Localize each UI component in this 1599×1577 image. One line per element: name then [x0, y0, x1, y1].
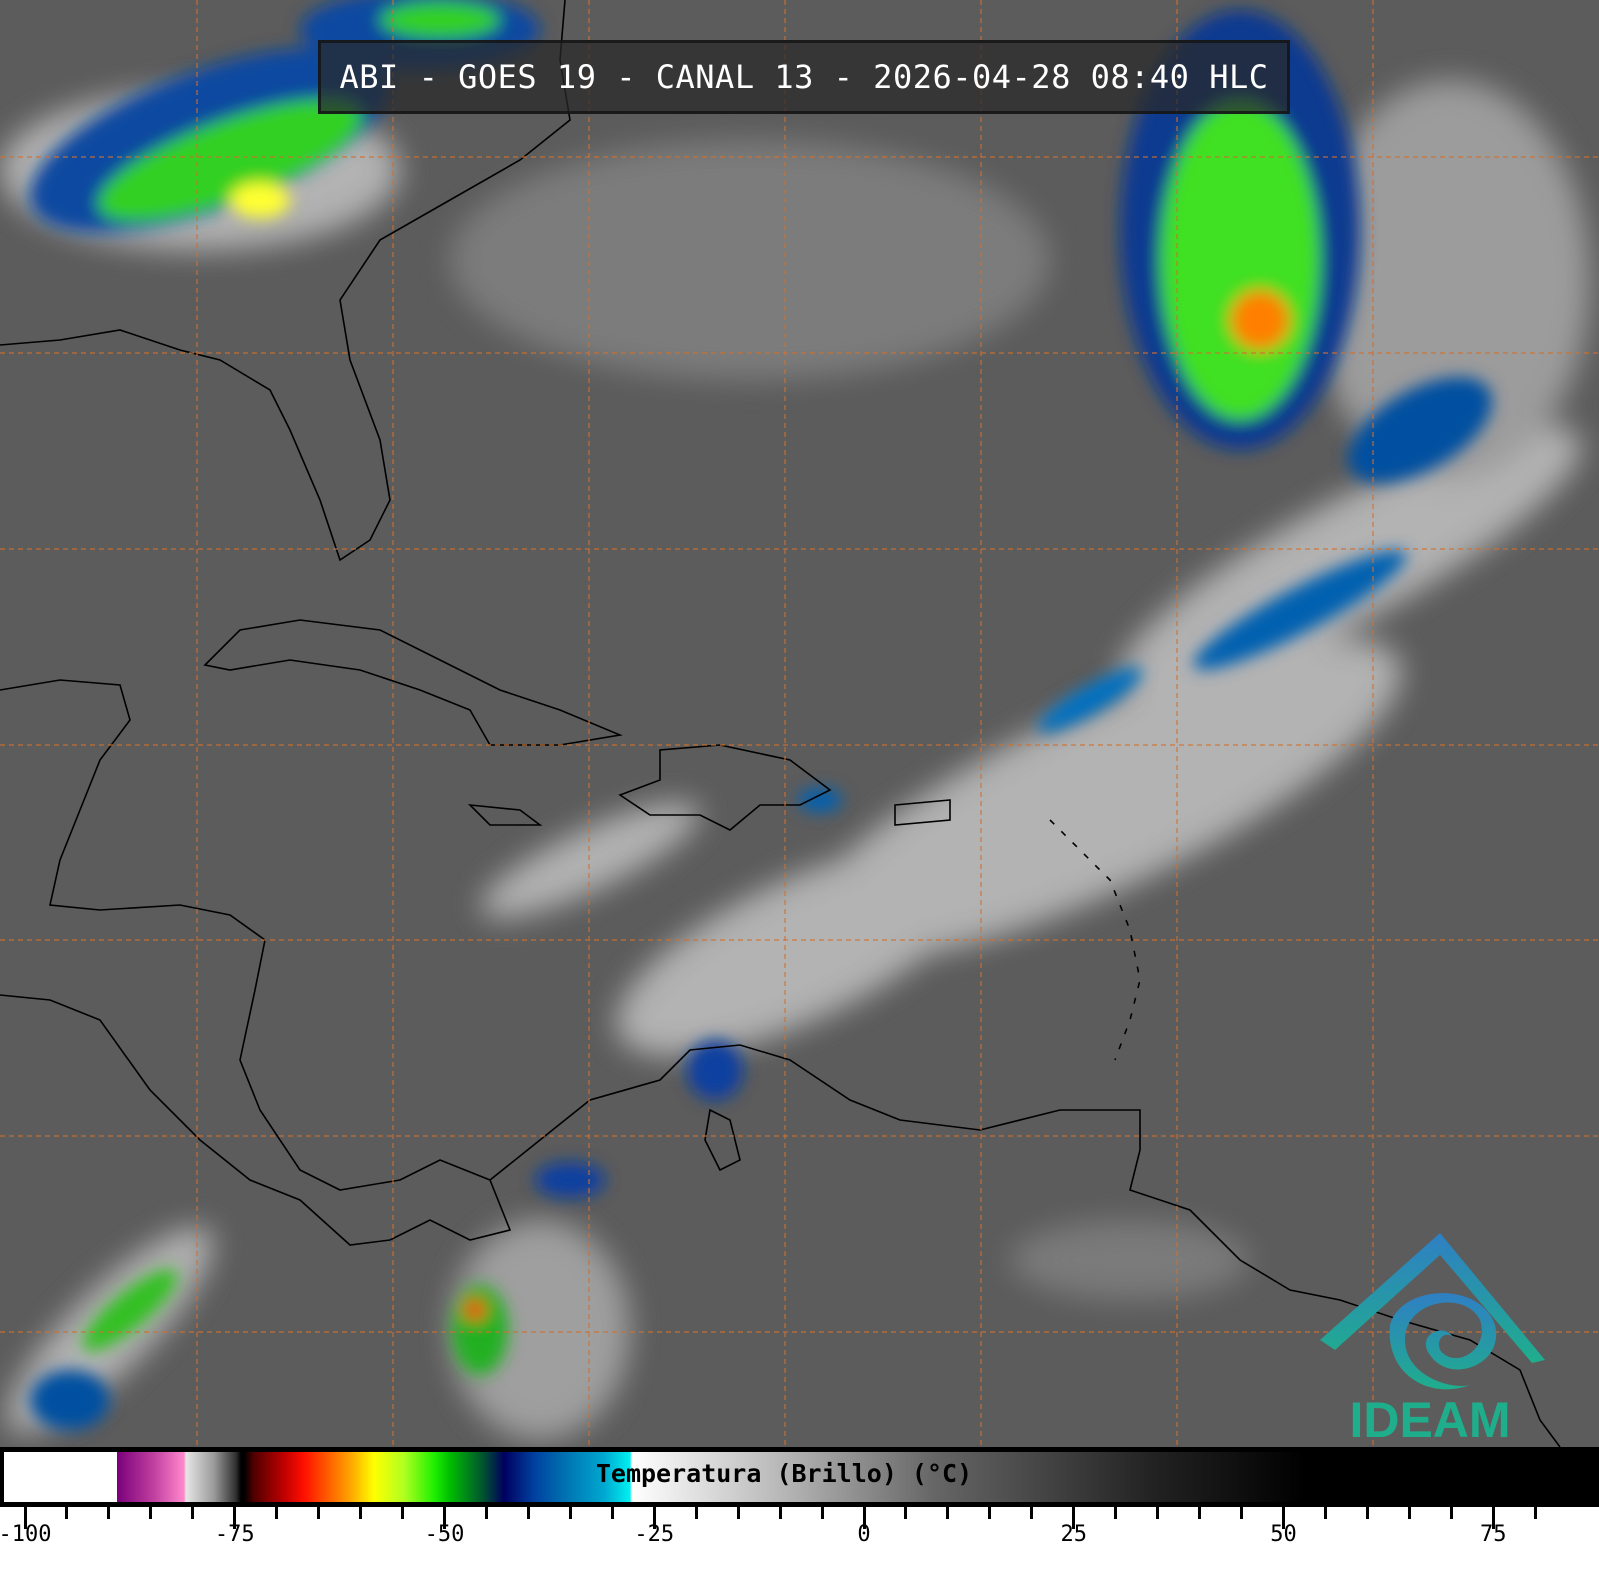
minor-tick — [1323, 1507, 1327, 1519]
minor-tick — [107, 1507, 111, 1519]
major-tick — [233, 1507, 237, 1529]
coast-cuba — [203, 619, 623, 746]
minor-tick — [317, 1507, 321, 1519]
coastlines — [0, 0, 1561, 1447]
major-tick — [23, 1507, 27, 1529]
minor-tick — [610, 1507, 614, 1519]
tick-label: -75 — [214, 1522, 255, 1547]
minor-tick — [946, 1507, 950, 1519]
coast-jamaica — [467, 803, 543, 826]
coast-south-america — [489, 1044, 1561, 1447]
major-tick — [652, 1507, 656, 1529]
tick-label: -25 — [634, 1522, 675, 1547]
ideam-logo: IDEAM — [1320, 1233, 1545, 1445]
tick-label: -100 — [0, 1522, 52, 1547]
minor-tick — [988, 1507, 992, 1519]
minor-tick — [1114, 1507, 1118, 1519]
colorbar: Temperatura (Brillo) (°C) — [0, 1447, 1599, 1507]
minor-tick — [1449, 1507, 1453, 1519]
colorbar-gradient — [4, 1452, 1599, 1502]
major-tick — [1282, 1507, 1285, 1529]
minor-tick — [1198, 1507, 1202, 1519]
colorbar-label: Temperatura (Brillo) (°C) — [595, 1459, 973, 1488]
minor-tick — [191, 1507, 195, 1519]
minor-tick — [1365, 1507, 1369, 1519]
coast-hispaniola — [618, 744, 832, 831]
minor-tick — [1407, 1507, 1411, 1519]
minor-tick — [568, 1507, 572, 1519]
tick-label: 75 — [1480, 1522, 1507, 1547]
minor-tick — [359, 1507, 363, 1519]
major-tick — [443, 1507, 446, 1529]
tick-label: 25 — [1060, 1522, 1088, 1547]
lake-maracaibo — [704, 1108, 741, 1172]
cloud-layer — [0, 0, 1590, 1440]
image-title: ABI - GOES 19 - CANAL 13 - 2026-04-28 08… — [339, 58, 1269, 96]
tick-label: 0 — [857, 1522, 871, 1547]
tick-label: 50 — [1270, 1522, 1297, 1547]
minor-tick — [1156, 1507, 1160, 1519]
major-tick — [862, 1507, 866, 1529]
logo-text: IDEAM — [1349, 1392, 1510, 1445]
minor-tick — [736, 1507, 740, 1519]
tick-label: -50 — [424, 1522, 465, 1547]
minor-tick — [401, 1507, 405, 1519]
minor-tick — [65, 1507, 69, 1519]
minor-tick — [484, 1507, 488, 1519]
minor-tick — [149, 1507, 153, 1519]
minor-tick — [904, 1507, 908, 1519]
satellite-map — [0, 0, 1599, 1447]
minor-tick — [526, 1507, 530, 1519]
minor-tick — [694, 1507, 698, 1519]
minor-tick — [1533, 1507, 1537, 1519]
major-tick — [1491, 1507, 1495, 1529]
minor-tick — [778, 1507, 782, 1519]
coast-puerto-rico — [894, 799, 951, 826]
minor-tick — [1240, 1507, 1244, 1519]
minor-tick — [1030, 1507, 1034, 1519]
minor-tick — [275, 1507, 279, 1519]
minor-tick — [820, 1507, 824, 1519]
title-banner: ABI - GOES 19 - CANAL 13 - 2026-04-28 08… — [318, 40, 1290, 114]
coast-us-east — [0, 0, 571, 562]
major-tick — [1072, 1507, 1076, 1529]
coast-yucatan-central-america — [0, 679, 512, 1246]
